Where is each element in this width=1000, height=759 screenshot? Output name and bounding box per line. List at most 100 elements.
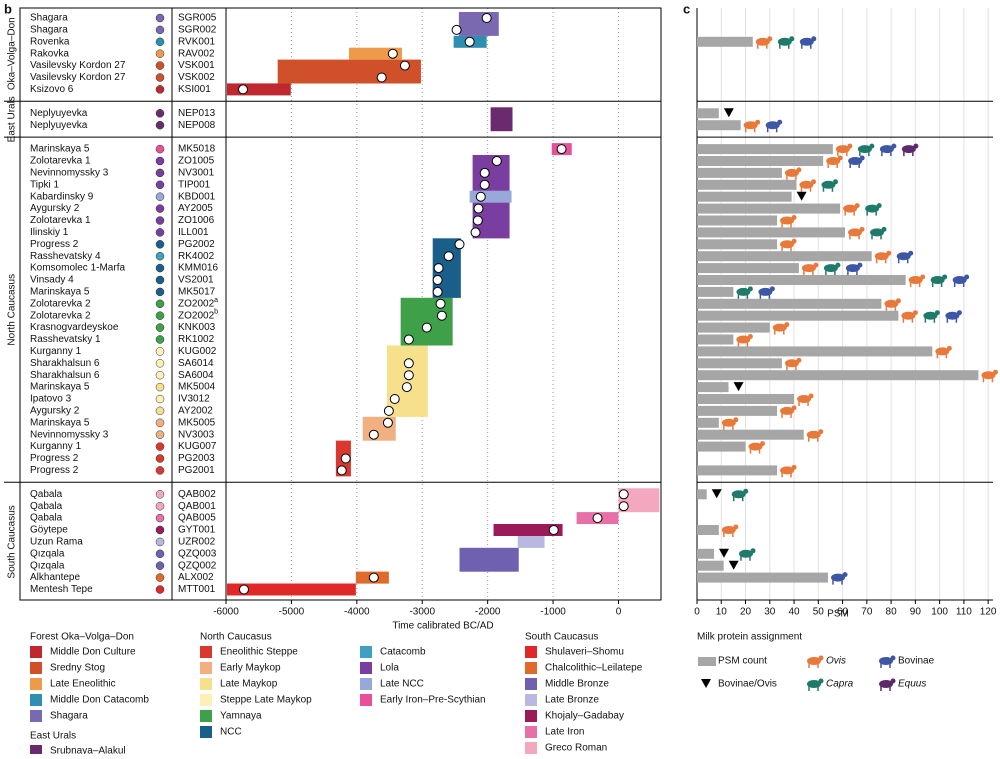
milk-icon: [912, 310, 918, 316]
x-tick-label: 120: [980, 607, 997, 618]
legend-swatch: [525, 646, 537, 658]
sample-id: AY2002: [178, 406, 213, 417]
date-point: [401, 382, 412, 393]
milk-icon: [800, 186, 812, 192]
milk-icon: [964, 274, 970, 280]
sample-id: GYT001: [178, 525, 216, 536]
culture-dot: [155, 323, 165, 332]
culture-span: [226, 583, 356, 596]
milk-icon: [946, 345, 952, 351]
x-tick-label: 60: [837, 607, 849, 618]
psm-bar: [697, 572, 829, 583]
site-name: Ipatovo 3: [30, 394, 72, 405]
sample-id: UZR002: [178, 537, 216, 548]
sample-id: PG2003: [178, 453, 215, 464]
milk-icon: [924, 317, 936, 323]
sample-id: VS2001: [178, 275, 214, 286]
psm-bar: [697, 322, 770, 333]
date-point: [421, 322, 432, 333]
legend-swatch: [200, 726, 212, 738]
milk-icon: [791, 238, 797, 244]
milk-icon: [881, 151, 892, 157]
milk-icon: [869, 143, 875, 149]
milk-icon: [897, 258, 909, 264]
sample-id: MK5005: [178, 417, 216, 428]
culture-span: [458, 12, 499, 36]
site-name: Neplyuyevka: [30, 108, 88, 119]
milk-icon: [859, 226, 865, 232]
site-name: Shagara: [30, 25, 68, 36]
culture-span: [490, 107, 513, 132]
milk-icon: [956, 310, 962, 316]
psm-bar: [697, 120, 741, 131]
legend-label: Middle Don Catacomb: [50, 695, 149, 706]
milk-icon: [847, 143, 853, 149]
culture-dot: [155, 168, 165, 178]
milk-icon: [723, 108, 734, 118]
x-tick-label: 50: [813, 607, 825, 618]
milk-icon: [698, 657, 716, 666]
milk-icon: [718, 548, 729, 558]
milk-icon: [913, 143, 919, 149]
milk-icon: [808, 393, 814, 399]
culture-span: [386, 345, 428, 417]
milk-icon: [982, 377, 994, 383]
site-name: Kurganny 1: [30, 346, 82, 357]
site-name: Rasshevatsky 1: [30, 334, 101, 345]
milk-icon: [810, 179, 816, 185]
psm-bar: [697, 525, 719, 535]
legend-label: Late Eneolithic: [50, 679, 116, 690]
milk-icon: [701, 679, 711, 688]
date-point: [592, 513, 603, 524]
site-name: Qabala: [30, 513, 63, 524]
milk-icon: [908, 250, 914, 256]
sample-id: SA6014: [178, 358, 214, 369]
legend-label: Early Iron–Pre-Scythian: [380, 695, 486, 706]
milk-icon: [808, 436, 819, 442]
site-name: Mentesh Tepe: [30, 584, 93, 595]
legend-swatch: [200, 646, 212, 658]
milk-icon: [835, 262, 841, 268]
sample-id: KUG002: [178, 346, 217, 357]
milk-icon: [895, 298, 901, 304]
milk-icon: [946, 317, 958, 323]
culture-dot: [155, 561, 165, 570]
sample-id: PG2002: [178, 239, 215, 250]
culture-dot: [155, 13, 165, 23]
culture-span: [493, 524, 563, 536]
milk-icon: [849, 163, 860, 168]
psm-bar: [697, 429, 804, 440]
sample-id: RK1002: [178, 334, 215, 345]
psm-bar: [697, 191, 792, 202]
sample-id: ZO2002b: [178, 309, 218, 322]
legend-label: Khojaly–Gadabay: [545, 711, 624, 722]
legend-swatch: [30, 710, 42, 722]
culture-span: [226, 83, 291, 96]
date-point: [387, 48, 398, 59]
psm-bar: [697, 465, 778, 476]
date-point: [479, 179, 490, 190]
legend-label: Greco Roman: [545, 743, 607, 754]
group-label: South Caucasus: [7, 505, 18, 578]
sample-id: ILL001: [178, 227, 209, 238]
date-point: [464, 36, 475, 47]
date-point: [238, 584, 249, 595]
milk-icon: [871, 234, 882, 240]
milk-icon: [885, 305, 897, 311]
milk-icon: [803, 270, 814, 276]
site-name: Tipki 1: [30, 179, 60, 190]
culture-span: [277, 59, 421, 84]
milk-icon: [837, 155, 843, 161]
legend-swatch: [200, 694, 212, 706]
milk-icon: [813, 262, 819, 268]
date-point: [403, 334, 414, 345]
sample-id: QZQ002: [178, 560, 217, 571]
x-tick-label: 20: [740, 607, 752, 618]
superscript: b: [214, 309, 218, 316]
site-name: Zolotarevka 1: [30, 215, 91, 226]
sample-id: NEP013: [178, 108, 216, 119]
culture-dot: [155, 240, 165, 249]
milk-icon: [747, 286, 753, 292]
date-point: [433, 263, 444, 274]
site-name: Qızqala: [30, 560, 65, 571]
